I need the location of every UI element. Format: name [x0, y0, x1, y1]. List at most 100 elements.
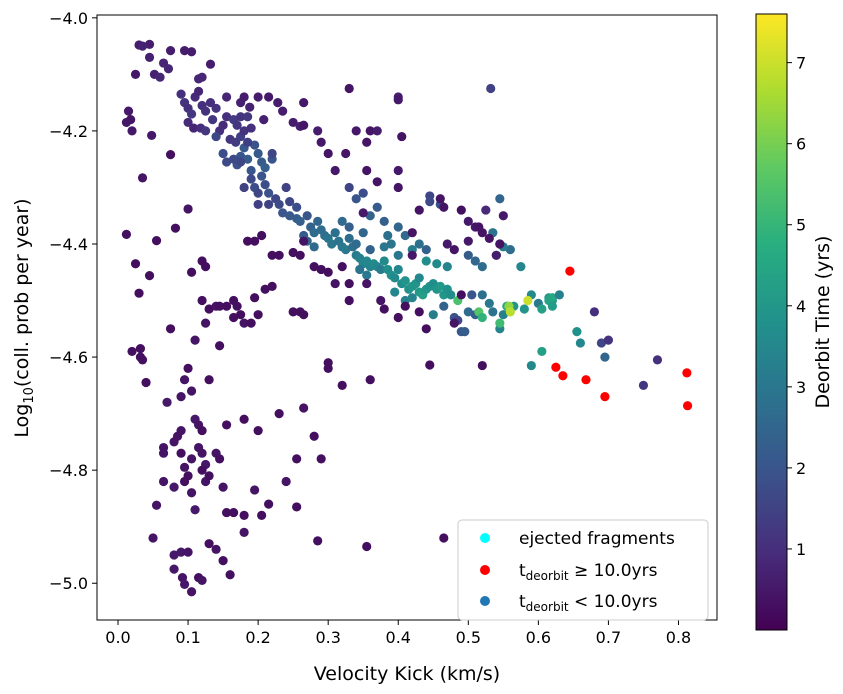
data-point [144, 271, 155, 281]
data-point [288, 247, 298, 258]
data-point [425, 360, 435, 370]
data-point [390, 273, 400, 283]
data-point [200, 262, 211, 272]
data-point [151, 236, 162, 246]
data-point [274, 409, 284, 419]
data-point [547, 301, 557, 311]
colorbar-tick-label: 1 [796, 540, 806, 559]
data-point [169, 564, 179, 574]
data-point [400, 230, 410, 241]
data-point [554, 290, 564, 300]
data-point [421, 256, 431, 266]
x-axis-ticks: 0.0 0.1 0.2 0.3 0.4 0.5 0.6 0.7 0.8 [105, 620, 691, 647]
data-point [245, 102, 255, 112]
data-point [337, 216, 347, 226]
data-point [193, 74, 204, 84]
data-point [362, 541, 372, 552]
y-tick-label: −4.4 [49, 235, 88, 254]
legend-marker-ejected [480, 533, 490, 543]
data-point [516, 262, 526, 272]
data-point [183, 547, 193, 557]
data-point [572, 327, 582, 337]
data-point [190, 505, 200, 515]
data-point [239, 182, 249, 193]
data-point [439, 202, 449, 212]
data-point [229, 507, 239, 518]
data-point [204, 304, 214, 314]
data-point [257, 230, 267, 241]
data-point [218, 556, 228, 566]
data-point [292, 502, 302, 512]
colorbar-tick-label: 6 [796, 135, 806, 154]
data-point [491, 250, 501, 260]
data-point [313, 216, 323, 226]
data-point [246, 165, 256, 176]
x-tick-label: 0.0 [105, 628, 130, 647]
data-point [137, 355, 148, 365]
data-point [652, 355, 663, 365]
x-tick-label: 0.7 [596, 628, 621, 647]
data-point [189, 123, 199, 133]
data-point [214, 341, 225, 351]
data-point [449, 245, 459, 255]
legend-marker-short-deorbit [480, 596, 490, 606]
data-point [362, 270, 372, 280]
colorbar-label: Deorbit Time (yrs) [812, 236, 834, 409]
data-point [165, 46, 176, 56]
data-point [386, 239, 396, 249]
data-point [526, 360, 536, 371]
data-point [155, 72, 165, 82]
data-point [204, 375, 214, 385]
data-point [309, 228, 319, 238]
data-point [547, 293, 557, 303]
data-point [186, 47, 197, 57]
data-point [523, 295, 533, 306]
data-point [250, 293, 260, 303]
data-point [309, 431, 319, 441]
data-point [316, 454, 326, 464]
data-point [460, 327, 470, 337]
data-point [205, 98, 216, 108]
legend-marker-long-deorbit [480, 565, 490, 575]
data-point [344, 233, 354, 243]
data-point [121, 229, 132, 239]
data-point [127, 126, 137, 136]
data-point [229, 295, 239, 306]
data-point [292, 454, 302, 464]
data-point [239, 318, 249, 328]
y-axis-label: Log10(coll. prob per year) [11, 198, 37, 437]
data-point-long-deorbit [600, 392, 610, 402]
data-point [130, 259, 141, 269]
data-point [498, 310, 508, 320]
data-point [505, 245, 515, 255]
data-point [243, 112, 253, 122]
data-point [144, 39, 155, 50]
data-point [165, 150, 176, 160]
x-tick-label: 0.6 [526, 628, 551, 647]
data-point [603, 335, 614, 345]
data-point [253, 92, 263, 102]
data-point [158, 448, 169, 458]
data-point [341, 148, 351, 159]
data-point [477, 262, 487, 272]
data-point [253, 310, 263, 320]
data-point [176, 448, 186, 458]
data-point [488, 307, 498, 317]
data-point [123, 106, 134, 116]
data-point [260, 284, 270, 294]
data-point [474, 222, 484, 232]
data-point [463, 236, 473, 246]
data-point-long-deorbit [551, 362, 561, 372]
data-point [179, 579, 190, 589]
data-point [299, 236, 309, 246]
data-point [274, 250, 284, 260]
data-point [351, 194, 361, 204]
data-point [470, 256, 480, 266]
data-point [393, 165, 403, 176]
data-point [446, 290, 456, 300]
data-point [204, 471, 214, 481]
legend-label-ejected: ejected fragments [519, 529, 675, 549]
data-point [435, 194, 445, 204]
data-point [302, 211, 312, 221]
data-point [351, 126, 361, 136]
